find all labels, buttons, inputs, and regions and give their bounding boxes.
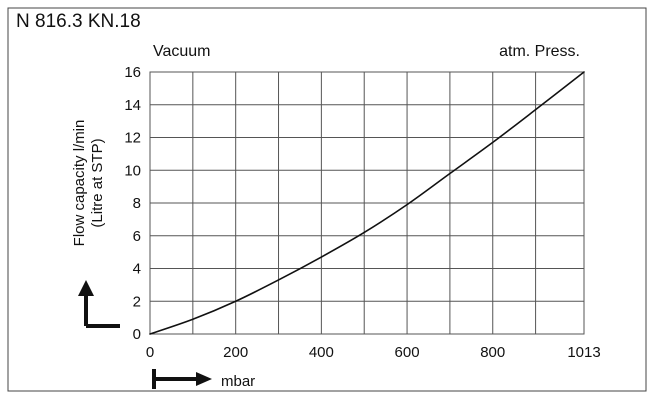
y-tick-label: 6 — [133, 228, 141, 245]
y-tick-label: 10 — [124, 162, 141, 179]
atmospheric-pressure-label: atm. Press. — [499, 43, 580, 60]
x-tick-labels: 0 200 400 600 800 1013 — [146, 344, 601, 361]
y-tick-label: 16 — [124, 64, 141, 81]
y-axis-title: Flow capacity l/min (Litre at STP) — [71, 120, 106, 247]
y-axis-title-line-2: (Litre at STP) — [89, 138, 106, 227]
y-axis-arrow-icon — [78, 280, 120, 328]
x-tick-label: 800 — [480, 344, 505, 361]
y-axis-title-line-1: Flow capacity l/min — [71, 120, 88, 247]
x-tick-label: 0 — [146, 344, 154, 361]
y-tick-label: 2 — [133, 293, 141, 310]
x-tick-label: 400 — [309, 344, 334, 361]
x-axis-arrow-icon — [152, 369, 212, 389]
y-tick-label: 8 — [133, 195, 141, 212]
series-layer — [149, 71, 585, 335]
chart-frame — [7, 7, 647, 392]
vacuum-label: Vacuum — [153, 43, 211, 60]
y-tick-label: 14 — [124, 97, 141, 114]
y-tick-label: 0 — [133, 326, 141, 343]
y-tick-label: 12 — [124, 130, 141, 147]
x-axis-title: mbar — [221, 373, 255, 390]
flow-capacity-series-line — [149, 71, 585, 335]
plot-area — [149, 71, 585, 335]
x-tick-label: 200 — [223, 344, 248, 361]
chart-grid — [149, 71, 585, 335]
y-tick-label: 4 — [133, 261, 141, 278]
y-tick-labels: 0 2 4 6 8 10 12 14 16 — [124, 64, 141, 343]
x-tick-label: 1013 — [567, 344, 600, 361]
chart-title: N 816.3 KN.18 — [16, 11, 141, 32]
x-tick-label: 600 — [395, 344, 420, 361]
